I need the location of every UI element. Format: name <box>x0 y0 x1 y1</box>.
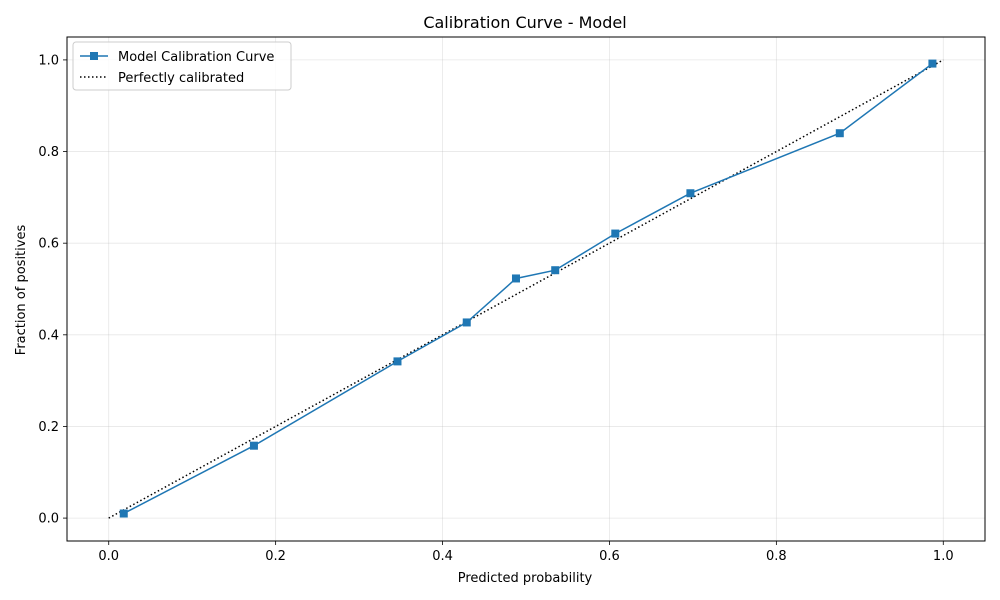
chart-title: Calibration Curve - Model <box>423 13 626 32</box>
data-point <box>686 189 695 198</box>
series-layer <box>108 59 944 519</box>
x-tick-label: 0.6 <box>599 549 620 564</box>
model-calibration-line <box>123 63 933 515</box>
y-tick-label: 0.4 <box>38 328 59 343</box>
data-point <box>462 318 471 327</box>
data-point <box>835 129 844 138</box>
x-tick-label: 0.8 <box>766 549 787 564</box>
y-tick-label: 0.2 <box>38 420 59 435</box>
y-tick-label: 1.0 <box>38 53 59 68</box>
x-axis-ticks: 0.0 0.2 0.4 0.6 0.8 1.0 <box>98 541 954 564</box>
x-tick-label: 0.2 <box>265 549 286 564</box>
data-point <box>611 229 620 238</box>
legend-label-model: Model Calibration Curve <box>118 50 274 65</box>
data-point <box>249 441 258 450</box>
y-tick-label: 0.0 <box>38 512 59 527</box>
y-tick-label: 0.6 <box>38 237 59 252</box>
y-tick-label: 0.8 <box>38 145 59 160</box>
data-point <box>119 509 128 518</box>
data-point <box>928 59 937 68</box>
y-axis-label: Fraction of positives <box>14 225 29 356</box>
legend: Model Calibration Curve Perfectly calibr… <box>72 41 292 91</box>
perfectly-calibrated-line <box>108 59 944 519</box>
x-tick-label: 0.0 <box>98 549 119 564</box>
y-axis-ticks: 0.0 0.2 0.4 0.6 0.8 1.0 <box>38 53 67 527</box>
legend-box <box>72 41 292 91</box>
plot-frame <box>66 36 986 542</box>
x-axis-label: Predicted probability <box>458 571 593 586</box>
data-point <box>393 357 402 366</box>
data-point <box>511 274 520 283</box>
x-tick-label: 1.0 <box>933 549 954 564</box>
x-tick-label: 0.4 <box>432 549 453 564</box>
legend-marker-model <box>90 52 98 60</box>
data-point <box>551 266 560 275</box>
legend-label-perfect: Perfectly calibrated <box>118 71 244 86</box>
